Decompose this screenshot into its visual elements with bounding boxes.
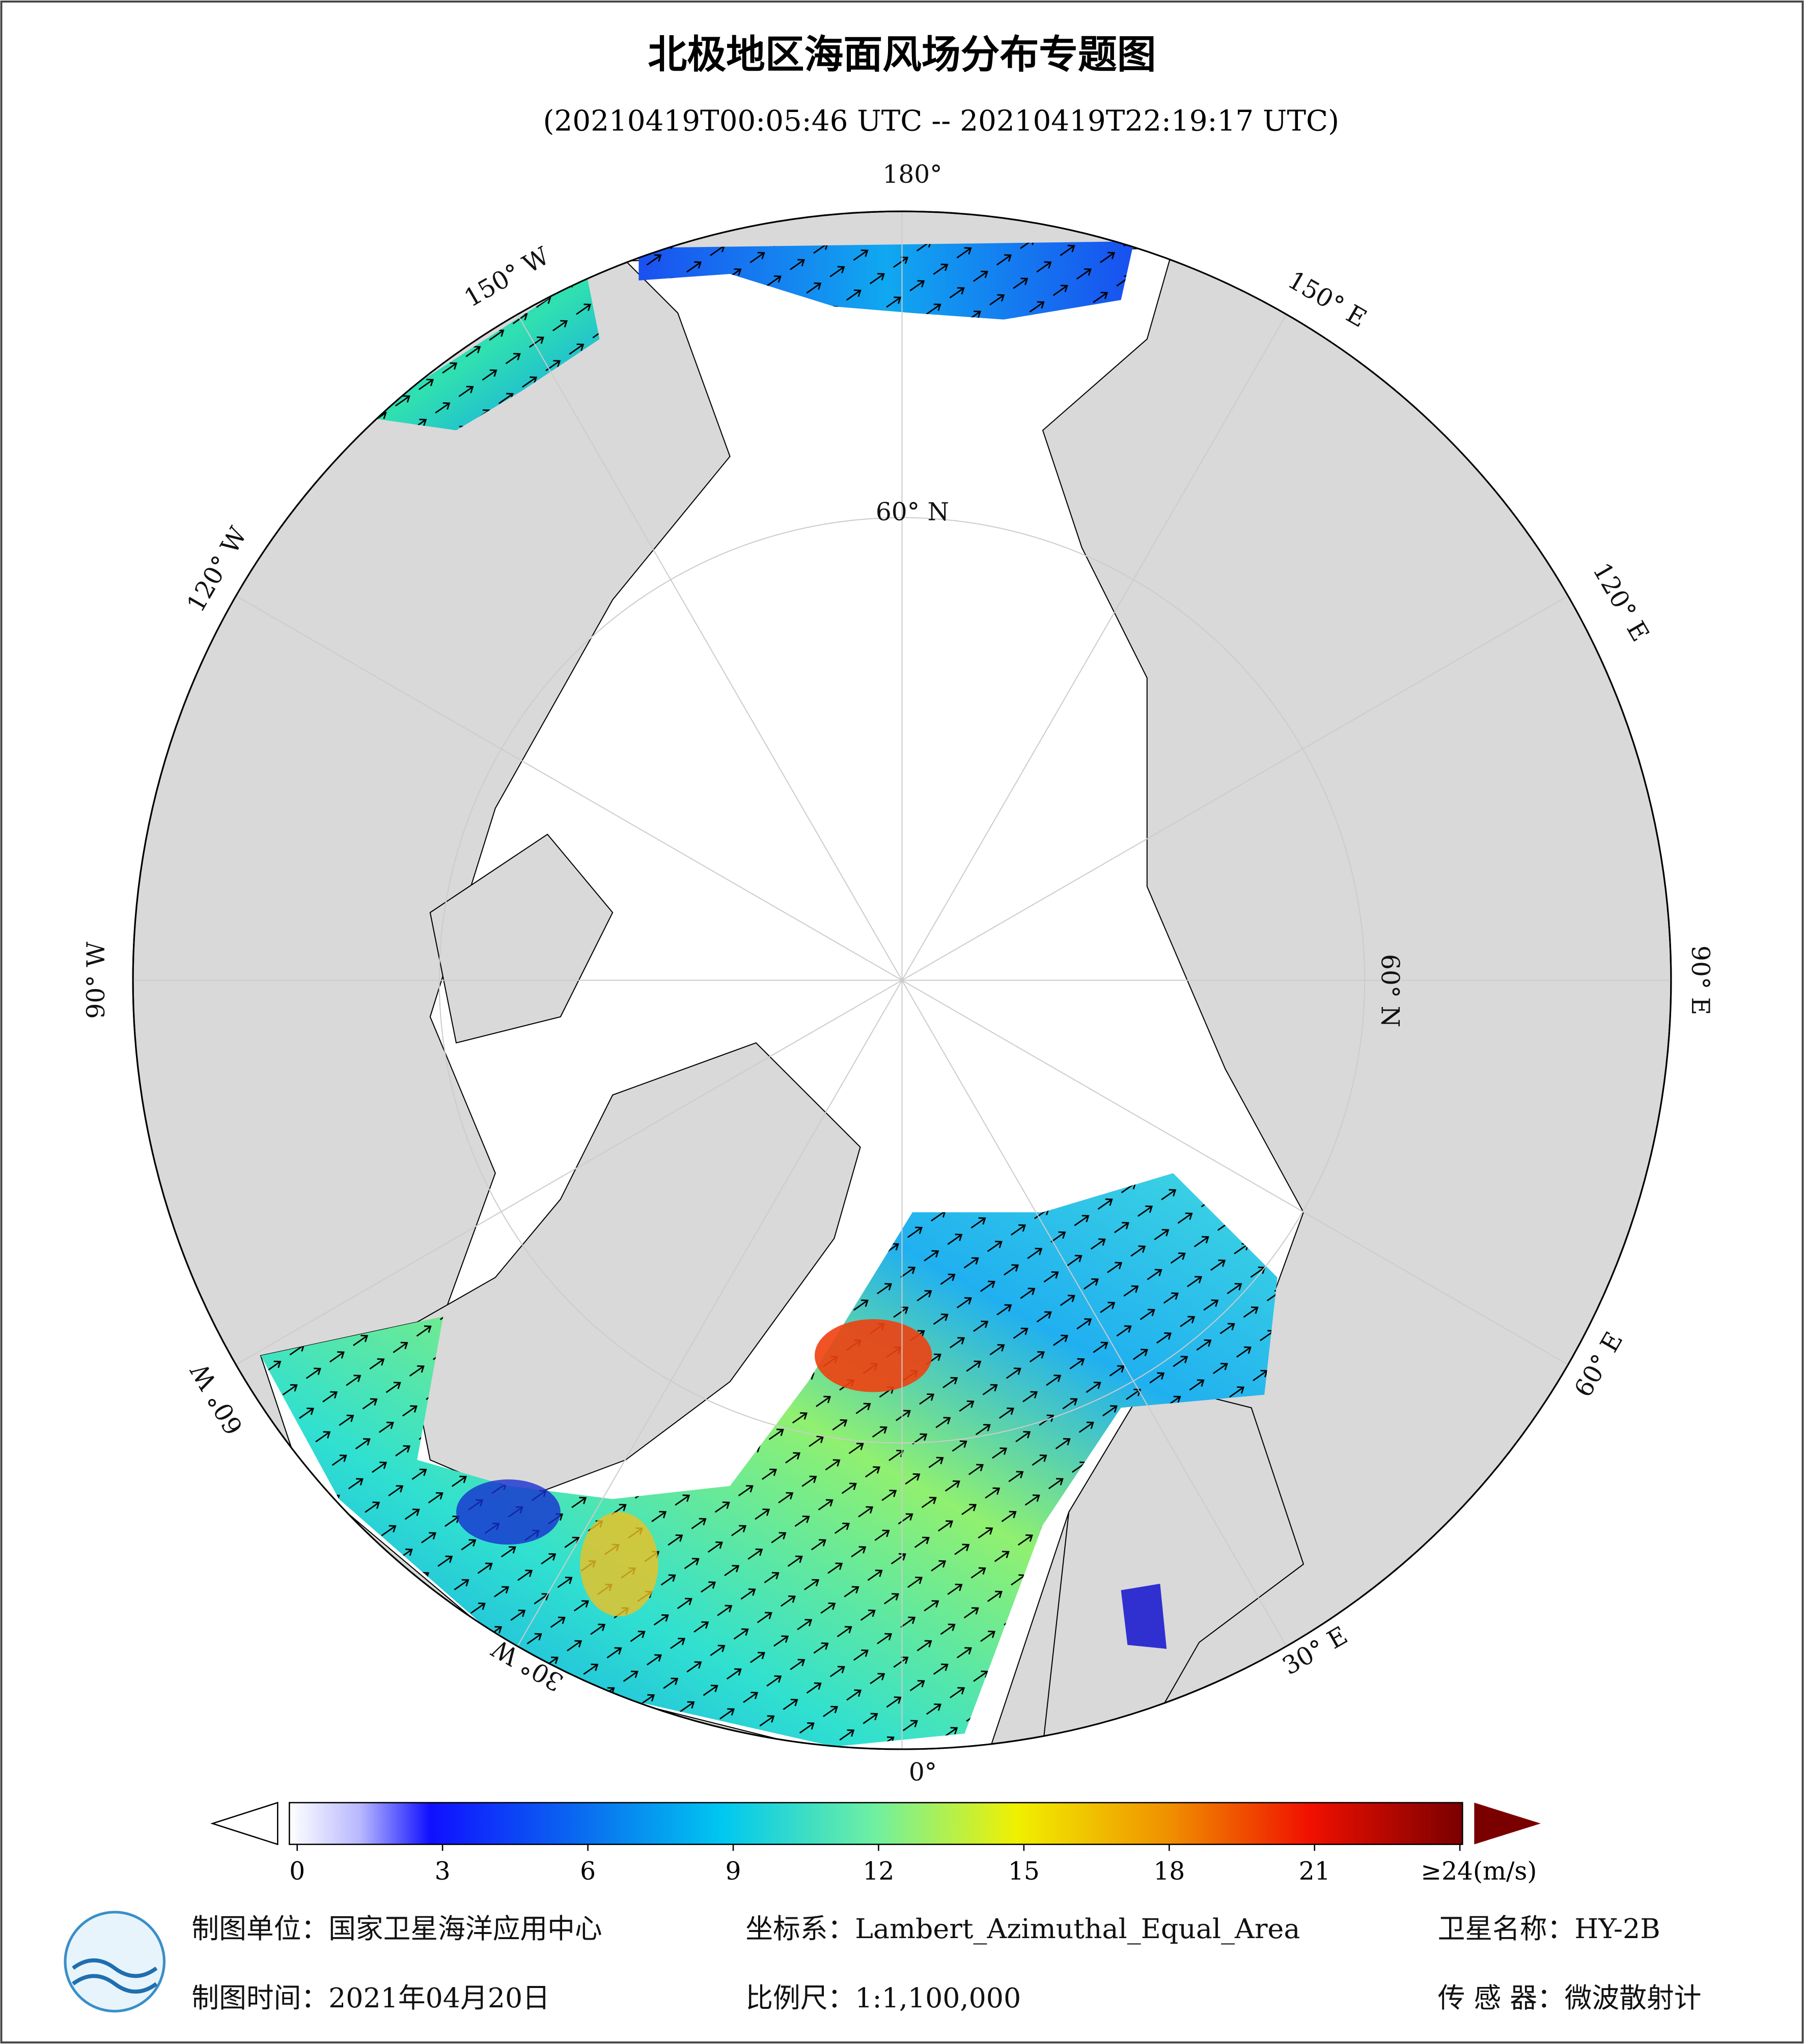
longitude-label: 180° <box>882 160 942 189</box>
colorbar-over <box>1474 1802 1541 1844</box>
colorbar-tick-label: 0 <box>289 1857 305 1886</box>
sensor: 传 感 器：微波散射计 <box>1438 1982 1702 2014</box>
colorbar-tick-label: 12 <box>863 1857 894 1886</box>
longitude-label: 0° <box>909 1758 937 1786</box>
projection: 坐标系：Lambert_Azimuthal_Equal_Area <box>745 1913 1300 1945</box>
title: 北极地区海面风场分布专题图 <box>648 32 1156 78</box>
latitude-label: 60° N <box>1376 954 1404 1027</box>
map: 180° 150° E 120° E 90° E 60° E 30° E 0° … <box>82 160 1714 1787</box>
logo <box>64 1911 166 2013</box>
colorbar-tick-label: ≥24(m/s) <box>1421 1857 1537 1886</box>
colorbar: 0 3 6 9 12 15 18 21 ≥24(m/s) <box>210 1802 1541 1886</box>
colorbar-under <box>210 1802 279 1845</box>
latitude-label: 60° N <box>876 498 949 526</box>
colorbar-tick-label: 21 <box>1299 1857 1330 1886</box>
scale: 比例尺：1:1,100,000 <box>745 1982 1021 2014</box>
colorbar-tick-label: 3 <box>435 1857 451 1886</box>
satellite: 卫星名称：HY-2B <box>1438 1913 1660 1945</box>
colorbar-tick-label: 9 <box>726 1857 741 1886</box>
longitude-label: 90° E <box>1686 945 1714 1015</box>
footer: 制图单位：国家卫星海洋应用中心 坐标系：Lambert_Azimuthal_Eq… <box>64 1911 1702 2014</box>
longitude-label: 90° W <box>82 942 110 1019</box>
organization: 制图单位：国家卫星海洋应用中心 <box>191 1913 602 1945</box>
date: 制图时间：2021年04月20日 <box>191 1982 550 2014</box>
colorbar-bar <box>289 1802 1463 1845</box>
colorbar-tick-label: 18 <box>1153 1857 1185 1886</box>
colorbar-tick-label: 15 <box>1008 1857 1040 1886</box>
colorbar-tick-label: 6 <box>580 1857 596 1886</box>
subtitle: (20210419T00:05:46 UTC -- 20210419T22:19… <box>543 104 1340 137</box>
